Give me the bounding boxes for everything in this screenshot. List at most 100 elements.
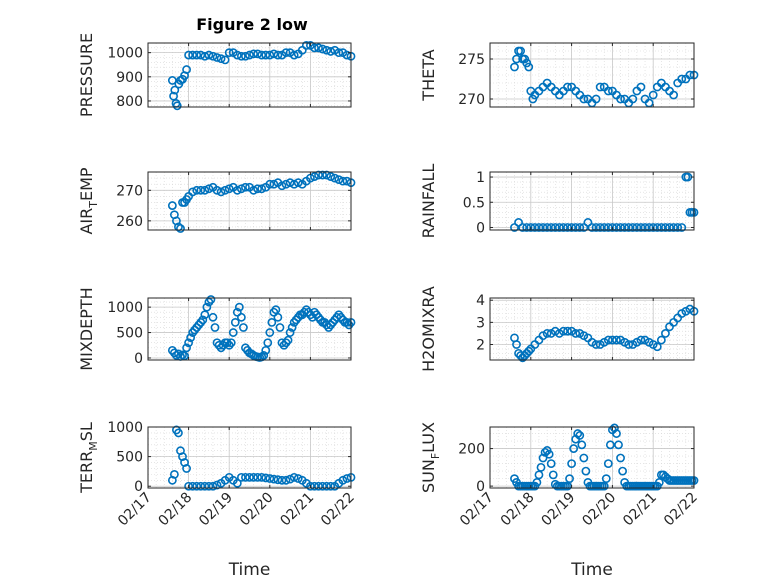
data-point	[228, 328, 238, 337]
data-point	[612, 429, 621, 438]
data-point	[636, 223, 646, 232]
data-point	[322, 170, 332, 180]
data-point	[612, 335, 621, 345]
data-point	[204, 481, 214, 491]
data-point	[289, 179, 299, 189]
data-point	[620, 223, 630, 232]
data-point	[661, 223, 670, 232]
data-point	[206, 295, 216, 304]
data-point	[536, 462, 546, 472]
data-point	[524, 346, 534, 356]
data-point	[579, 453, 589, 463]
x-axis-label: Time	[228, 560, 271, 580]
y-tick-label: 500	[116, 450, 143, 466]
data-point	[236, 472, 246, 482]
data-point	[196, 481, 206, 491]
data-point	[167, 201, 177, 210]
data-point	[587, 223, 597, 232]
data-point	[249, 472, 258, 482]
y-tick-label: 1000	[107, 46, 143, 62]
data-point	[253, 49, 263, 59]
data-point	[186, 333, 196, 343]
data-point	[265, 179, 275, 189]
x-tick-label: 02/18	[156, 490, 196, 530]
data-point	[200, 481, 210, 491]
y-tick-label: 270	[116, 183, 143, 199]
data-point	[603, 459, 613, 468]
y-tick-label: 0	[134, 479, 143, 495]
data-point	[632, 223, 642, 232]
y-tick-label: 3	[476, 315, 485, 331]
data-point	[273, 475, 283, 485]
data-point	[677, 223, 687, 232]
data-point	[648, 223, 658, 232]
data-point	[170, 85, 180, 95]
x-tick-label: 02/21	[620, 490, 660, 530]
data-point	[257, 184, 267, 194]
data-point	[608, 223, 617, 232]
data-point	[261, 50, 271, 60]
data-point	[184, 338, 193, 348]
data-point	[524, 62, 534, 72]
data-point	[654, 477, 664, 487]
data-point	[581, 466, 591, 476]
data-point	[616, 453, 625, 463]
data-point	[575, 431, 585, 440]
plot-background	[490, 172, 694, 230]
data-point	[167, 76, 177, 85]
data-point	[241, 472, 250, 482]
data-point	[204, 50, 214, 60]
y-tick-label: 260	[116, 214, 143, 230]
x-tick-label: 02/20	[579, 490, 619, 530]
data-point	[510, 62, 519, 72]
data-point	[232, 50, 242, 60]
axes-box	[489, 297, 695, 361]
data-point	[314, 481, 323, 491]
data-point	[573, 429, 583, 438]
data-point	[326, 481, 336, 491]
data-point	[232, 185, 242, 195]
data-point	[293, 474, 303, 483]
data-point	[538, 223, 548, 232]
data-point	[571, 329, 581, 338]
data-point	[656, 335, 666, 345]
data-point	[269, 49, 279, 59]
data-point	[591, 340, 601, 349]
data-point	[220, 55, 230, 65]
y-axis-label: TERRMSL	[77, 422, 100, 494]
data-point	[184, 481, 193, 491]
axes-box	[147, 42, 352, 108]
data-point	[257, 352, 267, 362]
y-axis-label: SUNFLUX	[419, 422, 442, 493]
data-point	[567, 459, 576, 468]
data-point	[273, 312, 283, 322]
data-point	[269, 179, 279, 189]
data-point	[283, 335, 293, 345]
data-point	[661, 329, 670, 338]
data-point	[269, 474, 279, 484]
data-point	[249, 185, 258, 195]
data-point	[230, 317, 240, 327]
data-point	[334, 48, 344, 58]
data-point	[210, 323, 220, 332]
data-point	[192, 50, 202, 60]
data-point	[253, 184, 263, 194]
x-tick-label: 02/20	[237, 490, 277, 530]
data-point	[224, 184, 234, 194]
data-point	[277, 181, 287, 191]
data-point	[208, 312, 218, 322]
axes-terr_msl: 0 500 1000 02/17 02/18 02/19 02/20 02/21 02/22 Ti…	[77, 420, 358, 580]
data-point	[669, 90, 678, 100]
data-point	[204, 184, 214, 194]
data-point	[338, 475, 348, 485]
data-point	[285, 328, 295, 337]
data-point	[196, 185, 206, 195]
data-point	[673, 223, 683, 232]
axes-box	[147, 297, 352, 361]
data-point	[616, 94, 625, 104]
data-point	[534, 223, 544, 232]
axes-h2omixra: 2 3 4 H2OMIXRA	[419, 286, 699, 372]
data-point	[267, 317, 277, 327]
axes-box	[147, 426, 352, 489]
